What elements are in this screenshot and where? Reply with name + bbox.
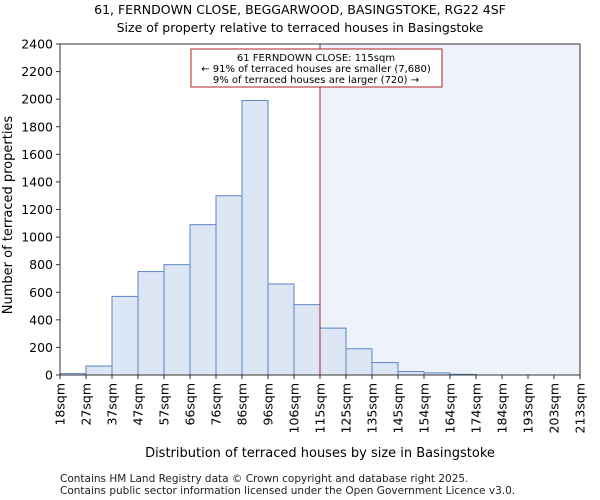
y-tick-label: 400 — [29, 312, 53, 327]
larger-region-shade — [320, 44, 580, 375]
x-tick-label: 106sqm — [287, 383, 302, 433]
x-tick-label: 145sqm — [391, 383, 406, 433]
bar-125sqm — [345, 348, 373, 376]
x-tick-label: 47sqm — [131, 383, 146, 426]
x-tick-label: 76sqm — [209, 383, 224, 426]
y-tick-label: 1600 — [21, 147, 53, 162]
y-tick-label: 2000 — [21, 92, 53, 107]
y-tick-label: 0 — [45, 368, 53, 383]
x-axis: 18sqm 27sqm 37sqm 47sqm 57sqm 66sqm 76sqm 86sqm… — [53, 375, 588, 433]
x-tick-label: 96sqm — [261, 383, 276, 426]
bar-115sqm — [319, 327, 347, 376]
x-tick-label: 164sqm — [443, 383, 458, 433]
bar-86sqm — [241, 100, 269, 376]
annotation-line1: 61 FERNDOWN CLOSE: 115sqm — [237, 53, 395, 64]
y-tick-label: 1800 — [21, 119, 53, 134]
y-tick-label: 1400 — [21, 174, 53, 189]
bar-57sqm — [163, 264, 191, 376]
bars-group — [59, 100, 477, 376]
x-tick-label: 174sqm — [469, 383, 484, 433]
x-tick-label: 57sqm — [157, 383, 172, 426]
y-tick-label: 1000 — [21, 230, 53, 245]
x-tick-label: 37sqm — [105, 383, 120, 426]
y-tick-label: 2200 — [21, 64, 53, 79]
chart-title-line2: Size of property relative to terraced ho… — [117, 20, 484, 35]
bar-76sqm — [215, 195, 243, 376]
bar-106sqm — [293, 304, 321, 376]
annotation-line2: ← 91% of terraced houses are smaller (7,… — [201, 64, 431, 75]
y-tick-label: 2400 — [21, 37, 53, 52]
x-tick-label: 125sqm — [339, 383, 354, 433]
y-tick-label: 200 — [29, 340, 53, 355]
bar-145sqm — [397, 371, 425, 376]
x-tick-label: 154sqm — [417, 383, 432, 433]
y-tick-label: 1200 — [21, 202, 53, 217]
x-tick-label: 18sqm — [53, 383, 68, 426]
x-tick-label: 193sqm — [521, 383, 536, 433]
y-axis: 0 200 400 600 800 1000 1200 1400 1600 1800 2000 220… — [21, 37, 60, 383]
annotation-box: 61 FERNDOWN CLOSE: 115sqm ← 91% of terra… — [190, 48, 443, 88]
x-tick-label: 213sqm — [573, 383, 588, 433]
x-tick-label: 135sqm — [365, 383, 380, 433]
bar-47sqm — [137, 271, 165, 376]
bar-135sqm — [371, 362, 399, 376]
bar-27sqm — [85, 365, 113, 376]
chart-title-line1: 61, FERNDOWN CLOSE, BEGGARWOOD, BASINGST… — [94, 2, 506, 17]
x-tick-label: 86sqm — [235, 383, 250, 426]
x-tick-label: 115sqm — [313, 383, 328, 433]
x-axis-title: Distribution of terraced houses by size … — [145, 446, 495, 461]
annotation-line3: 9% of terraced houses are larger (720) → — [213, 75, 419, 86]
x-tick-label: 27sqm — [79, 383, 94, 426]
footer-line2: Contains public sector information licen… — [60, 485, 515, 497]
bar-96sqm — [267, 283, 295, 376]
bar-66sqm — [189, 224, 217, 376]
y-tick-label: 800 — [29, 257, 53, 272]
bar-37sqm — [111, 295, 139, 376]
x-tick-label: 184sqm — [495, 383, 510, 433]
y-axis-title: Number of terraced properties — [1, 116, 16, 315]
x-tick-label: 66sqm — [183, 383, 198, 426]
x-tick-label: 203sqm — [547, 383, 562, 433]
y-tick-label: 600 — [29, 285, 53, 300]
footer-line1: Contains HM Land Registry data © Crown c… — [60, 473, 468, 485]
